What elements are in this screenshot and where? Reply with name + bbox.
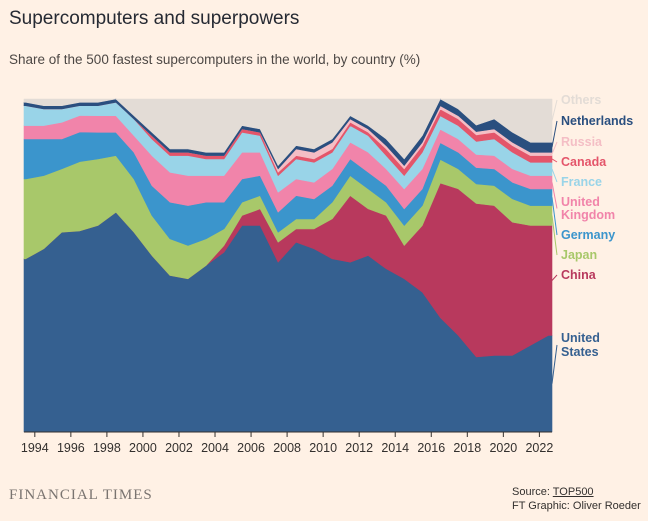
legend-leader-others <box>551 99 558 121</box>
source-note: Source: TOP500 FT Graphic: Oliver Roeder <box>512 485 641 513</box>
x-tick-label: 2018 <box>453 441 481 455</box>
x-tick-label: 2010 <box>309 441 337 455</box>
legend-label-japan: Japan <box>561 248 597 262</box>
chart-title: Supercomputers and superpowers <box>9 8 300 29</box>
area-others <box>23 98 553 166</box>
legend-label-russia: Russia <box>561 135 603 149</box>
x-tick-label: 2004 <box>201 441 229 455</box>
legend: United States China Japan Germany United Kingd… <box>551 93 633 384</box>
legend-label-others: Others <box>561 93 601 107</box>
source-prefix: Source: <box>512 486 553 498</box>
legend-label-china: China <box>561 268 597 282</box>
legend-leader-france <box>551 168 558 183</box>
x-tick-label: 2008 <box>273 441 301 455</box>
x-tick-label: 1996 <box>57 441 85 455</box>
legend-label-germany: Germany <box>561 228 615 242</box>
x-tick-label: 2016 <box>417 441 445 455</box>
x-tick-label: 2012 <box>345 441 373 455</box>
legend-label-united-states: United States <box>561 331 600 359</box>
legend-label-france: France <box>561 175 602 189</box>
chart-subtitle: Share of the 500 fastest supercomputers … <box>9 52 421 67</box>
legend-label-netherlands: Netherlands <box>561 114 633 128</box>
x-tick-label: 2022 <box>525 441 553 455</box>
legend-label-united-kingdom: United Kingdom <box>561 195 615 222</box>
legend-label-canada: Canada <box>561 155 607 169</box>
legend-leader-netherlands <box>551 120 558 148</box>
source-link[interactable]: TOP500 <box>552 486 594 498</box>
x-tick-label: 2000 <box>129 441 157 455</box>
x-tick-label: 2002 <box>165 441 193 455</box>
ft-brand-logo: FINANCIAL TIMES <box>9 487 153 503</box>
legend-leader-germany <box>551 197 558 236</box>
x-axis-ticks: 1994 1996 1998 2000 2002 2004 2006 2008 2010 2012… <box>21 432 553 455</box>
area-layers <box>23 98 553 433</box>
x-tick-label: 1998 <box>93 441 121 455</box>
x-tick-label: 2006 <box>237 441 265 455</box>
legend-leader-canada <box>551 158 558 163</box>
graphic-credit: FT Graphic: Oliver Roeder <box>512 500 641 512</box>
x-tick-label: 1994 <box>21 441 49 455</box>
x-tick-label: 2020 <box>489 441 517 455</box>
legend-leader-united-states <box>551 344 558 384</box>
legend-leader-japan <box>551 215 558 256</box>
legend-leader-china <box>551 274 558 281</box>
legend-leader-united-kingdom <box>551 182 558 209</box>
legend-leader-russia <box>551 141 558 155</box>
x-tick-label: 2014 <box>381 441 409 455</box>
